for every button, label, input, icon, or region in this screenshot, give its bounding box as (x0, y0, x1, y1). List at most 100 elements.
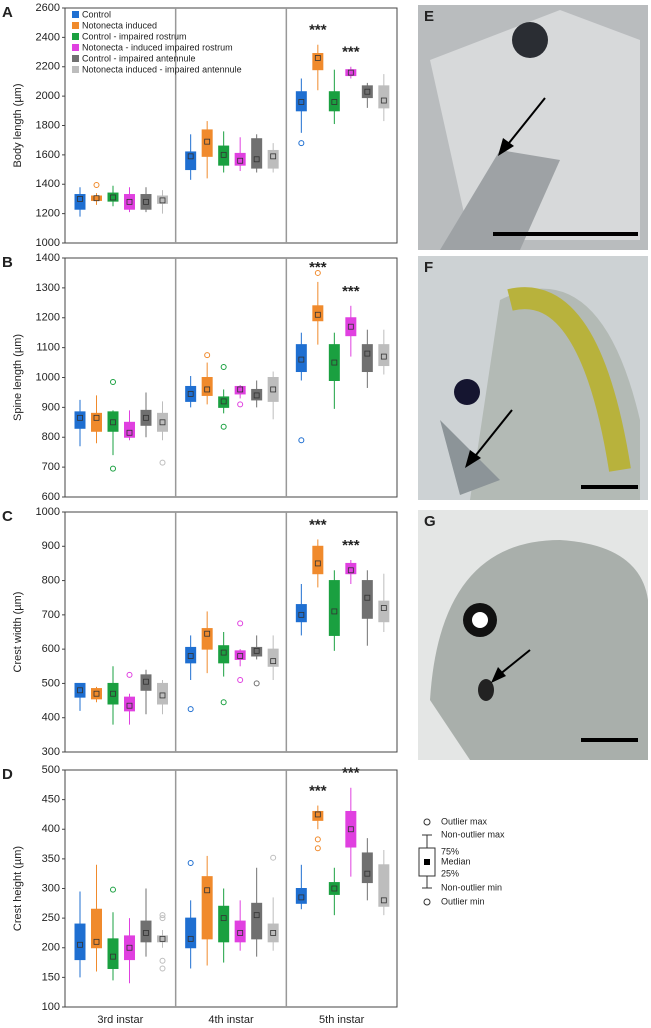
median (93, 414, 100, 421)
median (159, 197, 166, 204)
median (204, 138, 211, 145)
y-tick-label: 800 (42, 431, 60, 443)
legend-outlier (423, 818, 431, 826)
box (201, 876, 213, 940)
box-legend-label: 25% (441, 868, 459, 878)
legend-median (424, 859, 430, 865)
outlier (187, 706, 194, 713)
median (270, 930, 277, 936)
y-axis-label: Crest width (µm) (12, 592, 24, 673)
median (364, 594, 371, 601)
box (218, 645, 230, 664)
outlier (220, 364, 227, 371)
median (253, 647, 260, 654)
box (312, 810, 324, 821)
median (110, 419, 116, 426)
y-tick-label: 500 (42, 677, 60, 689)
median (380, 353, 387, 360)
box (312, 305, 324, 322)
box (218, 145, 230, 166)
box (267, 923, 279, 943)
median (331, 608, 338, 615)
median (93, 690, 100, 697)
box (140, 920, 152, 943)
median (314, 55, 321, 61)
panel-letter: G (424, 513, 436, 530)
x-tick-label: 3rd instar (97, 1014, 143, 1026)
outlier (298, 437, 305, 444)
box (185, 385, 197, 402)
outlier (159, 912, 166, 919)
outlier (126, 671, 133, 678)
significance: *** (309, 783, 327, 800)
y-tick-label: 150 (42, 971, 60, 983)
y-tick-label: 2200 (36, 61, 60, 73)
median (110, 690, 116, 697)
y-tick-label: 1000 (36, 506, 60, 518)
box (157, 682, 168, 705)
median (143, 930, 149, 936)
outlier (204, 352, 211, 359)
y-tick-label: 2600 (36, 2, 60, 14)
median (331, 99, 338, 105)
y-tick-label: 300 (42, 882, 60, 894)
legend-label: Control - impaired rostrum (82, 31, 187, 41)
median (298, 611, 305, 618)
median (331, 359, 338, 366)
legend-swatch (72, 66, 79, 73)
y-tick-label: 300 (42, 746, 60, 758)
median (77, 941, 83, 948)
box (91, 688, 102, 700)
box (185, 151, 197, 171)
median (126, 702, 133, 709)
y-tick-label: 1200 (36, 312, 60, 324)
box (107, 682, 119, 705)
box (201, 628, 213, 650)
y-tick-label: 800 (42, 574, 60, 586)
median (143, 414, 149, 421)
median (364, 870, 371, 877)
panel-letter: F (424, 259, 433, 276)
box (107, 411, 119, 432)
median (77, 196, 83, 202)
box (328, 344, 340, 381)
box (218, 905, 230, 943)
significance: *** (309, 259, 327, 276)
outlier (314, 836, 321, 843)
y-axis-label: Crest height (µm) (12, 846, 24, 931)
panel-letter: E (424, 8, 434, 25)
y-tick-label: 450 (42, 794, 60, 806)
legend-swatch (72, 33, 79, 40)
median (253, 912, 260, 919)
y-tick-label: 600 (42, 491, 60, 503)
box (378, 85, 390, 109)
y-tick-label: 1400 (36, 252, 60, 264)
box (345, 810, 357, 848)
median (187, 391, 194, 397)
legend-label: Notonecta - induced impaired rostrum (82, 42, 233, 52)
outlier (110, 378, 116, 385)
box (295, 888, 307, 904)
outlier (253, 680, 260, 687)
panel-letter: B (2, 254, 13, 271)
median (298, 356, 305, 363)
box (157, 195, 168, 204)
x-tick-label: 4th instar (208, 1014, 254, 1026)
box (361, 344, 373, 373)
box (328, 91, 340, 112)
y-tick-label: 900 (42, 401, 60, 413)
photo-g (418, 510, 648, 760)
median (364, 88, 371, 95)
box (295, 344, 307, 373)
legend-outlier (423, 898, 431, 906)
median (347, 69, 354, 76)
box (185, 917, 197, 949)
y-tick-label: 700 (42, 461, 60, 473)
box-legend-label: Median (441, 856, 471, 866)
box (267, 377, 279, 402)
outlier (270, 854, 277, 861)
median (159, 419, 166, 426)
y-tick-label: 600 (42, 643, 60, 655)
box (295, 91, 307, 112)
